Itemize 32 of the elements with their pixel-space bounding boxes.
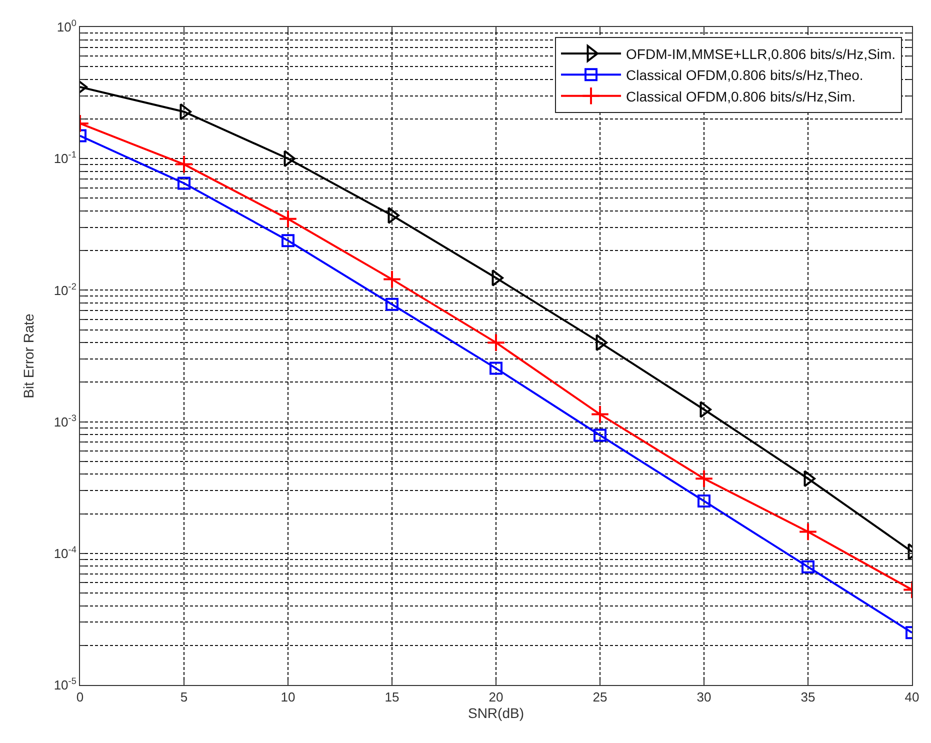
y-tick-label: 10$^{0}$ <box>56 18 76 35</box>
legend-label: Classical OFDM,0.806 bits/s/Hz,Theo. <box>626 67 864 84</box>
x-tick-label: 25 <box>592 690 608 705</box>
point <box>282 234 294 248</box>
x-tick-label: 30 <box>696 690 712 705</box>
x-tick-label: 5 <box>180 690 188 705</box>
y-tick-label: 10$^{-1}$ <box>54 150 76 166</box>
point <box>486 333 506 352</box>
point <box>798 522 818 542</box>
x-tick-label: 35 <box>800 690 816 705</box>
point <box>490 362 502 375</box>
legend-label: OFDM-IM,MMSE+LLR,0.806 bits/s/Hz,Sim. <box>626 46 896 62</box>
x-tick-label: 15 <box>384 690 400 705</box>
y-tick-label: 10$^{-5}$ <box>54 676 76 693</box>
x-tick-label: 0 <box>76 690 84 705</box>
x-tick-label: 40 <box>904 690 920 705</box>
point <box>382 270 402 289</box>
legend-label: Classical OFDM,0.806 bits/s/Hz,Sim. <box>626 88 856 104</box>
y-tick-label: 10$^{-4}$ <box>54 544 76 561</box>
y-tick-label: 10$^{-2}$ <box>54 281 76 298</box>
x-tick-label: 10 <box>280 690 296 705</box>
point <box>590 404 610 424</box>
y-tick-label: 10$^{-3}$ <box>54 412 76 430</box>
point <box>802 560 814 574</box>
point <box>386 298 398 311</box>
x-tick-label: 20 <box>488 690 504 705</box>
point <box>594 428 606 442</box>
point <box>278 210 298 228</box>
point <box>694 469 714 488</box>
point <box>698 494 710 508</box>
x-axis-title: SNR(dB) <box>468 704 524 721</box>
y-axis-title: Bit Error Rate <box>20 313 36 398</box>
